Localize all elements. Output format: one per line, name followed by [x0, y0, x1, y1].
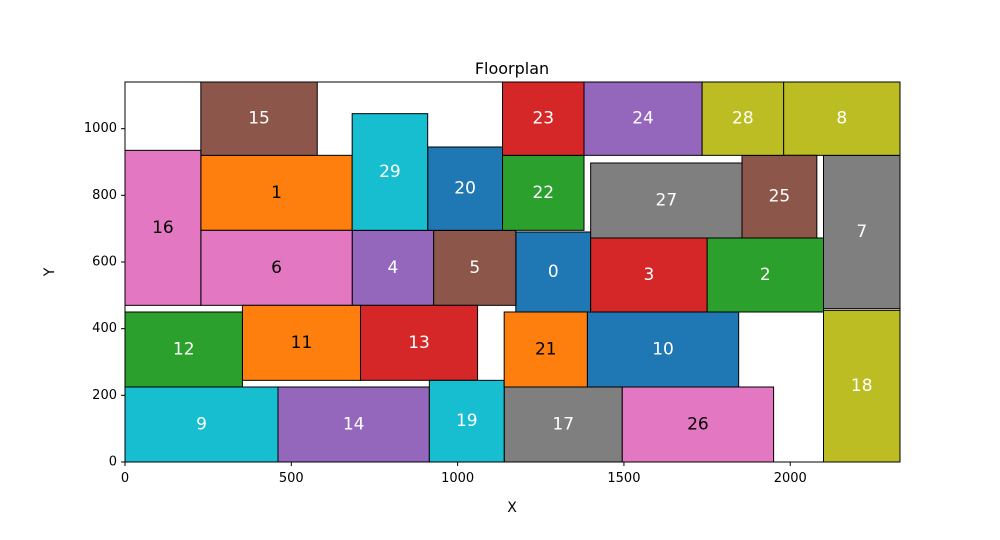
room-label-11: 11 — [291, 333, 313, 353]
y-axis-ticks: 0 200 400 600 800 1000 — [84, 121, 125, 470]
x-axis-ticks: 0 500 1000 1500 2000 — [121, 462, 807, 486]
y-axis-label: Y — [42, 267, 58, 277]
room-label-6: 6 — [271, 258, 282, 278]
room-label-3: 3 — [643, 265, 654, 285]
room-21 — [503, 311, 588, 388]
room-14 — [277, 386, 430, 463]
room-label-18: 18 — [851, 376, 873, 396]
room-18 — [822, 309, 901, 463]
room-label-24: 24 — [632, 109, 654, 129]
room-label-29: 29 — [379, 162, 401, 182]
x-tick-label: 2000 — [774, 471, 807, 486]
room-19 — [428, 379, 505, 463]
x-tick-label: 500 — [279, 471, 304, 486]
x-tick-label: 0 — [121, 471, 129, 486]
plot-frame — [124, 81, 901, 463]
room-28 — [701, 81, 785, 156]
y-tick-label: 200 — [92, 388, 117, 403]
room-label-26: 26 — [687, 415, 709, 435]
room-label-12: 12 — [173, 340, 195, 360]
room-3 — [590, 237, 708, 313]
room-22 — [502, 154, 585, 231]
room-label-16: 16 — [152, 218, 174, 238]
chart-title: Floorplan — [475, 59, 549, 78]
room-13 — [359, 304, 479, 381]
room-11 — [241, 304, 361, 381]
room-15 — [200, 81, 318, 156]
room-label-2: 2 — [760, 265, 771, 285]
x-axis-label: X — [507, 500, 517, 516]
room-label-25: 25 — [769, 187, 791, 207]
room-label-5: 5 — [469, 258, 480, 278]
room-16 — [124, 149, 202, 306]
room-label-17: 17 — [552, 415, 574, 435]
room-label-14: 14 — [343, 415, 365, 435]
room-25 — [741, 154, 818, 239]
room-label-23: 23 — [532, 109, 554, 129]
y-tick-label: 600 — [92, 255, 117, 270]
room-label-9: 9 — [196, 415, 207, 435]
rooms-layer — [124, 81, 901, 463]
room-12 — [124, 311, 243, 388]
room-1 — [200, 154, 353, 231]
room-label-15: 15 — [248, 109, 270, 129]
room-label-19: 19 — [456, 411, 478, 431]
room-label-28: 28 — [732, 109, 754, 129]
room-10 — [586, 311, 740, 388]
room-9 — [124, 386, 279, 463]
room-label-4: 4 — [388, 258, 399, 278]
room-4 — [351, 229, 435, 306]
y-tick-label: 1000 — [84, 121, 117, 136]
room-label-21: 21 — [535, 340, 557, 360]
room-label-0: 0 — [548, 262, 559, 282]
room-label-7: 7 — [856, 222, 867, 242]
room-label-8: 8 — [836, 109, 847, 129]
room-label-20: 20 — [454, 179, 476, 199]
x-tick-label: 1500 — [607, 471, 640, 486]
room-label-13: 13 — [408, 333, 430, 353]
room-27 — [590, 162, 743, 239]
room-5 — [433, 229, 517, 306]
x-tick-label: 1000 — [441, 471, 474, 486]
room-20 — [427, 146, 504, 231]
room-24 — [583, 81, 703, 156]
room-label-10: 10 — [652, 340, 674, 360]
room-29 — [351, 113, 429, 231]
room-label-1: 1 — [271, 183, 282, 203]
room-label-27: 27 — [656, 191, 678, 211]
room-label-22: 22 — [532, 183, 554, 203]
y-tick-label: 400 — [92, 321, 117, 336]
room-26 — [621, 386, 775, 463]
y-tick-label: 800 — [92, 188, 117, 203]
y-tick-label: 0 — [109, 455, 117, 470]
room-7 — [822, 154, 901, 310]
room-0 — [515, 231, 592, 313]
